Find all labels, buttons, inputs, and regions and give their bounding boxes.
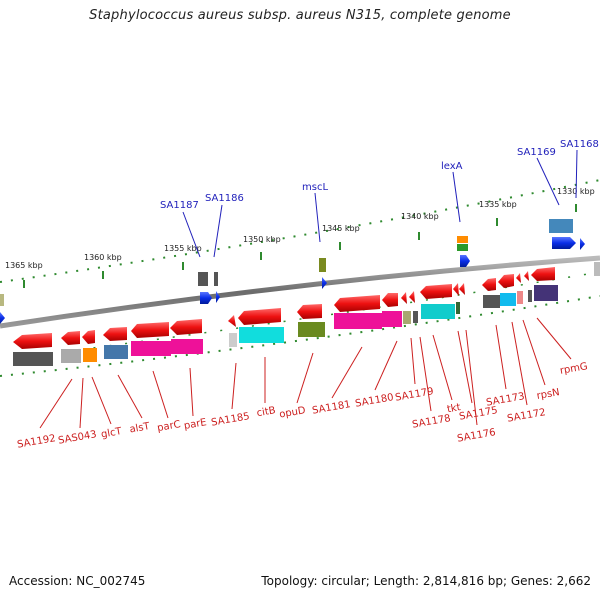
gene-arrow — [482, 278, 496, 291]
strand-arrow — [0, 312, 5, 324]
gene-label-parE: parE — [183, 417, 207, 432]
gene-label-SA1181: SA1181 — [311, 399, 351, 417]
strand-arrow — [552, 237, 576, 249]
scale-label-1345: 1345 kbp — [322, 224, 360, 233]
gene-label-rpmG: rpmG — [559, 361, 588, 377]
gene-label-SA1169: SA1169 — [517, 147, 556, 158]
gene-label-alsT: alsT — [129, 421, 152, 435]
scale-label-1355: 1355 kbp — [164, 244, 202, 253]
gene-arrow — [228, 315, 236, 327]
gene-arrow — [459, 283, 465, 295]
strand-arrow — [216, 291, 220, 303]
gene-label-citB: citB — [256, 405, 277, 419]
gene-arrow — [61, 331, 80, 345]
strand-arrow — [580, 238, 585, 250]
gene-label-SAS043: SAS043 — [57, 429, 97, 447]
gene-arrow — [170, 319, 202, 335]
gene-arrow — [382, 293, 398, 307]
upper-leader-lines — [182, 149, 578, 258]
gene-label-SA1176: SA1176 — [456, 427, 496, 445]
gene-arrows[interactable] — [13, 267, 555, 349]
gene-arrow — [516, 273, 521, 283]
genome-info-text: Topology: circular; Length: 2,814,816 bp… — [261, 574, 591, 588]
genome-title: Staphylococcus aureus subsp. aureus N315… — [89, 8, 511, 23]
gene-label-rpsN: rpsN — [536, 387, 561, 402]
gene-label-SA1180: SA1180 — [354, 392, 394, 410]
scale-label-1350: 1350 kbp — [243, 235, 281, 244]
gene-arrow — [498, 274, 514, 288]
gene-label-glcT: glcT — [100, 426, 123, 441]
strand-arrow — [322, 277, 327, 289]
gene-label-SA1187: SA1187 — [160, 200, 199, 211]
lower-gene-labels[interactable]: SA1192 SAS043 glcT alsT parC parE SA1185… — [16, 361, 588, 451]
feature-blocks — [13, 285, 558, 366]
gene-arrow — [82, 330, 95, 344]
gene-label-mscL: mscL — [302, 182, 328, 193]
gene-arrow — [103, 327, 127, 341]
genome-backbone — [0, 255, 600, 329]
lower-leader-lines — [39, 317, 572, 429]
gene-arrow — [334, 295, 380, 312]
gene-label-SA1192: SA1192 — [16, 433, 56, 451]
scale-labels: 1365 kbp 1360 kbp 1355 kbp 1350 kbp 1345… — [5, 187, 595, 270]
scale-ticks — [23, 204, 577, 288]
gene-arrow — [297, 304, 322, 319]
gene-label-SA1178: SA1178 — [411, 413, 451, 431]
upper-gene-labels[interactable]: SA1187 SA1186 mscL lexA SA1169 SA1168 — [160, 139, 599, 211]
gene-label-tkt: tkt — [446, 402, 461, 415]
scale-label-1335: 1335 kbp — [479, 200, 517, 209]
gene-label-opuD: opuD — [278, 405, 306, 420]
scale-label-1365: 1365 kbp — [5, 261, 43, 270]
scale-label-1340: 1340 kbp — [401, 212, 439, 221]
gene-label-lexA: lexA — [441, 161, 463, 172]
gene-label-SA1173: SA1173 — [485, 391, 525, 409]
gene-label-parC: parC — [156, 419, 181, 434]
upper-features — [0, 219, 600, 324]
gene-arrow — [531, 267, 555, 281]
strand-arrow — [460, 255, 470, 267]
gene-arrow — [524, 271, 529, 281]
gene-arrow — [420, 284, 452, 299]
scale-label-1360: 1360 kbp — [84, 253, 122, 262]
gene-label-SA1186: SA1186 — [205, 193, 244, 204]
strand-arrow — [200, 292, 212, 304]
gene-label-SA1172: SA1172 — [506, 407, 546, 425]
gene-arrow — [13, 333, 52, 349]
gene-label-SA1179: SA1179 — [394, 386, 434, 404]
gene-arrow — [131, 322, 169, 338]
gene-arrow — [401, 292, 407, 304]
gene-arrow — [238, 308, 281, 325]
gene-label-SA1168: SA1168 — [560, 139, 599, 150]
gene-label-SA1185: SA1185 — [210, 411, 250, 429]
accession-text: Accession: NC_002745 — [9, 574, 146, 588]
gene-arrow — [409, 291, 415, 303]
gene-arrow — [453, 283, 459, 296]
